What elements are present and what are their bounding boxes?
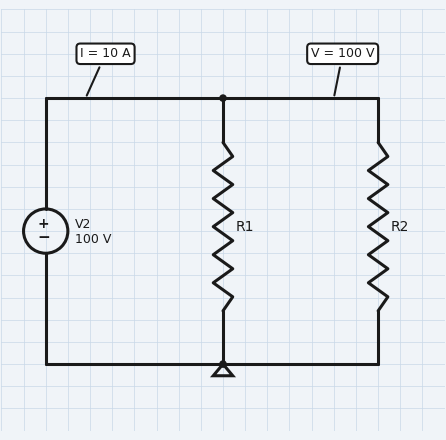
- Circle shape: [220, 95, 226, 101]
- Text: R1: R1: [235, 220, 254, 234]
- Text: R2: R2: [391, 220, 409, 234]
- Text: V2: V2: [74, 218, 91, 231]
- Text: V = 100 V: V = 100 V: [311, 47, 375, 95]
- Circle shape: [220, 361, 226, 367]
- Text: −: −: [37, 230, 50, 245]
- Text: I = 10 A: I = 10 A: [80, 47, 131, 95]
- Text: 100 V: 100 V: [74, 234, 111, 246]
- Text: +: +: [37, 217, 50, 231]
